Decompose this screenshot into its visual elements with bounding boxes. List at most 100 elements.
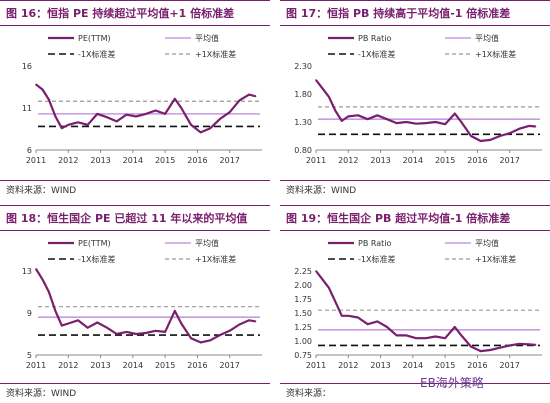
series-point — [209, 339, 212, 342]
series-point — [328, 96, 330, 98]
chart-panel-19: 图 19：恒生国企 PB 超过平均值-1 倍标准差 PB Ratio 平均值 -1X… — [280, 205, 550, 403]
series-point — [96, 113, 99, 115]
series-point — [415, 337, 417, 339]
y-tick-label: 1.25 — [294, 323, 312, 332]
series-point — [54, 115, 57, 118]
series-point — [366, 323, 369, 325]
legend-label: PB Ratio — [358, 239, 392, 248]
legend-label: PE(TTM) — [78, 239, 111, 248]
series-point — [357, 316, 359, 319]
series-point — [96, 321, 99, 324]
series-point — [180, 107, 183, 109]
series-point — [174, 310, 176, 312]
legend-label: -1X标准差 — [358, 49, 395, 59]
x-tick-label: 2015 — [155, 361, 175, 370]
source-label: 资料来源：WIND — [6, 186, 77, 196]
series-point — [405, 334, 408, 337]
series-point — [199, 341, 202, 344]
series-line — [315, 270, 536, 353]
series-point — [35, 268, 37, 270]
legend-label: 平均值 — [475, 33, 499, 43]
x-tick-label: 2015 — [155, 156, 175, 165]
panel-title: 图 17：恒指 PB 持续高于平均值-1 倍标准差 — [286, 7, 511, 20]
series-point — [508, 132, 511, 134]
series-point — [528, 125, 530, 127]
series-point — [228, 330, 231, 332]
series-point — [199, 131, 202, 134]
series-point — [434, 335, 437, 338]
series-point — [518, 127, 521, 130]
series-point — [77, 121, 79, 124]
legend-label: PB Ratio — [358, 34, 392, 43]
series-point — [454, 112, 456, 115]
chart-panel-16: 图 16：恒指 PE 持续超过平均值+1 倍标准差 PE(TTM) 平均值 -1X标… — [0, 0, 270, 200]
series-point — [164, 113, 166, 115]
series-point — [238, 323, 241, 326]
y-tick-label: 2.30 — [294, 62, 312, 71]
series-point — [444, 123, 446, 126]
source-label: 资料来源：WIND — [286, 186, 357, 196]
chart-svg-3: PB Ratio 平均值 -1X标准差 +1X标准差 0.75 1.00 1.25 1.50 1… — [294, 238, 542, 370]
series-point — [341, 120, 343, 122]
x-tick-label: 2014 — [123, 156, 143, 165]
chart-svg-1: PB Ratio 平均值 -1X标准差 +1X标准差 0.80 1.30 1.80 2.30 2… — [294, 33, 542, 165]
series-point — [315, 79, 317, 81]
series-point — [41, 278, 44, 281]
legend-label: 平均值 — [195, 238, 219, 248]
x-tick-label: 2016 — [187, 156, 207, 165]
series-point — [41, 88, 44, 91]
series-point — [321, 87, 324, 90]
series-line — [315, 79, 536, 143]
source-divider — [280, 180, 550, 181]
legend-label: 平均值 — [475, 238, 499, 248]
series-point — [209, 127, 212, 129]
series-point — [315, 270, 317, 272]
panel-title: 图 19：恒生国企 PB 超过平均值-1 倍标准差 — [286, 212, 511, 225]
x-tick-label: 2011 — [306, 156, 326, 165]
legend-label: +1X标准差 — [195, 49, 236, 59]
series-point — [444, 337, 446, 339]
series-point — [61, 127, 63, 129]
series-point — [144, 113, 147, 115]
x-tick-label: 2013 — [370, 361, 390, 370]
y-tick-label: 1.00 — [294, 337, 312, 346]
x-tick-label: 2017 — [220, 156, 240, 165]
x-tick-label: 2011 — [306, 361, 326, 370]
y-tick-label: 0.75 — [294, 351, 312, 360]
source-label: 资料来源：WIND — [6, 389, 77, 399]
chart-svg-2: PE(TTM) 平均值 -1X标准差 +1X标准差 5 9 13 2011 2012 2013 20… — [22, 238, 262, 370]
series-point — [479, 350, 482, 352]
series-point — [106, 116, 108, 119]
chart-panel-18: 图 18：恒生国企 PE 已超过 11 年以来的平均值 PE(TTM) 平均值 -1… — [0, 205, 270, 403]
y-tick-label: 1.50 — [294, 309, 312, 318]
series-point — [470, 345, 472, 348]
x-tick-label: 2013 — [90, 361, 110, 370]
series-point — [77, 319, 79, 322]
series-point — [386, 326, 388, 328]
y-tick-label: 13 — [22, 267, 32, 276]
legend-label: -1X标准差 — [78, 49, 115, 59]
series-point — [508, 344, 511, 347]
y-tick-label: 5 — [27, 351, 32, 360]
series-point — [328, 287, 330, 289]
x-tick-label: 2013 — [90, 156, 110, 165]
series-point — [48, 291, 50, 293]
series-point — [334, 301, 337, 303]
series-point — [460, 334, 463, 337]
source-divider — [0, 180, 270, 181]
panel-title-bar: 图 18：恒生国企 PE 已超过 11 年以来的平均值 — [0, 205, 270, 231]
series-point — [321, 278, 324, 281]
x-tick-label: 2016 — [467, 361, 487, 370]
x-tick-label: 2015 — [435, 156, 455, 165]
series-point — [376, 114, 379, 117]
series-point — [534, 125, 537, 128]
x-tick-label: 2011 — [26, 361, 46, 370]
series-point — [219, 334, 221, 336]
series-point — [154, 109, 157, 112]
series-point — [347, 315, 350, 317]
series-point — [479, 140, 482, 142]
series-point — [135, 115, 137, 118]
x-tick-label: 2014 — [403, 361, 423, 370]
watermark-text: EB海外策略 — [420, 376, 484, 390]
legend-label: -1X标准差 — [78, 254, 115, 264]
